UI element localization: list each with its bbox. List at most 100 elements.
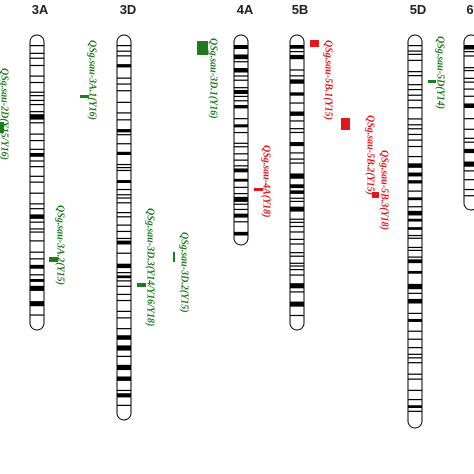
band bbox=[234, 146, 248, 148]
band bbox=[290, 197, 304, 199]
band bbox=[30, 152, 44, 157]
band bbox=[117, 216, 131, 218]
band bbox=[290, 269, 304, 271]
chromosome-label: 4A bbox=[237, 2, 254, 17]
band bbox=[30, 139, 44, 142]
band bbox=[408, 378, 422, 380]
band bbox=[290, 283, 304, 289]
band bbox=[117, 310, 131, 312]
band bbox=[464, 195, 474, 197]
band bbox=[30, 264, 44, 269]
band bbox=[117, 275, 131, 279]
band bbox=[408, 256, 422, 258]
band bbox=[30, 81, 44, 84]
band bbox=[290, 252, 304, 254]
band bbox=[464, 51, 474, 53]
band bbox=[30, 148, 44, 150]
band bbox=[408, 318, 422, 322]
band bbox=[117, 280, 131, 282]
band bbox=[290, 221, 304, 223]
qtl-label: QSg.sau-5B.2(Y15) bbox=[365, 115, 376, 195]
band bbox=[408, 94, 422, 96]
band bbox=[30, 279, 44, 282]
band bbox=[234, 45, 248, 50]
band bbox=[30, 114, 44, 120]
band bbox=[234, 75, 248, 77]
band bbox=[290, 200, 304, 203]
band bbox=[408, 88, 422, 91]
band bbox=[117, 101, 131, 103]
band bbox=[464, 179, 474, 181]
band bbox=[464, 45, 474, 50]
band bbox=[290, 75, 304, 77]
band bbox=[290, 92, 304, 96]
band bbox=[408, 259, 422, 264]
band bbox=[464, 69, 474, 72]
band bbox=[234, 100, 248, 102]
band bbox=[408, 133, 422, 136]
band bbox=[30, 133, 44, 135]
band bbox=[408, 398, 422, 401]
band bbox=[117, 299, 131, 302]
band bbox=[30, 258, 44, 260]
band bbox=[290, 54, 304, 60]
band bbox=[408, 45, 422, 47]
band bbox=[117, 240, 131, 245]
band bbox=[290, 218, 304, 220]
band bbox=[30, 203, 44, 205]
band bbox=[408, 292, 422, 294]
band bbox=[290, 225, 304, 228]
band bbox=[408, 405, 422, 409]
qtl-marker bbox=[173, 252, 175, 262]
band bbox=[30, 64, 44, 67]
band bbox=[464, 103, 474, 109]
band bbox=[30, 103, 44, 106]
band bbox=[30, 214, 44, 219]
band bbox=[117, 230, 131, 233]
band bbox=[234, 165, 248, 167]
band bbox=[290, 69, 304, 71]
band bbox=[30, 192, 44, 194]
band bbox=[464, 161, 474, 167]
band bbox=[30, 91, 44, 93]
chromosome-label: 3A bbox=[32, 2, 49, 17]
band bbox=[117, 355, 131, 358]
band bbox=[234, 124, 248, 128]
band bbox=[290, 265, 304, 267]
band bbox=[290, 128, 304, 130]
band bbox=[290, 184, 304, 189]
band bbox=[234, 153, 248, 155]
band bbox=[234, 208, 248, 211]
band bbox=[30, 274, 44, 276]
band bbox=[290, 131, 304, 134]
band bbox=[290, 255, 304, 257]
band bbox=[117, 404, 131, 406]
band bbox=[408, 227, 422, 230]
band bbox=[117, 90, 131, 92]
band bbox=[117, 194, 131, 196]
band bbox=[117, 64, 131, 68]
band bbox=[30, 314, 44, 316]
qtl-label: QSg.sau-5B.3(Y18) bbox=[379, 150, 390, 230]
band bbox=[464, 141, 474, 143]
band bbox=[408, 145, 422, 148]
band bbox=[408, 389, 422, 391]
qtl-marker bbox=[341, 118, 350, 130]
band bbox=[464, 55, 474, 57]
band bbox=[408, 190, 422, 192]
band bbox=[408, 124, 422, 126]
band bbox=[408, 84, 422, 86]
band bbox=[117, 83, 131, 85]
band bbox=[117, 364, 131, 371]
band bbox=[408, 270, 422, 274]
band bbox=[117, 188, 131, 191]
band bbox=[117, 335, 131, 340]
band bbox=[30, 240, 44, 242]
band bbox=[234, 231, 248, 236]
band bbox=[408, 218, 422, 222]
band bbox=[464, 67, 474, 69]
band bbox=[30, 166, 44, 168]
band bbox=[234, 68, 248, 73]
band bbox=[408, 163, 422, 168]
